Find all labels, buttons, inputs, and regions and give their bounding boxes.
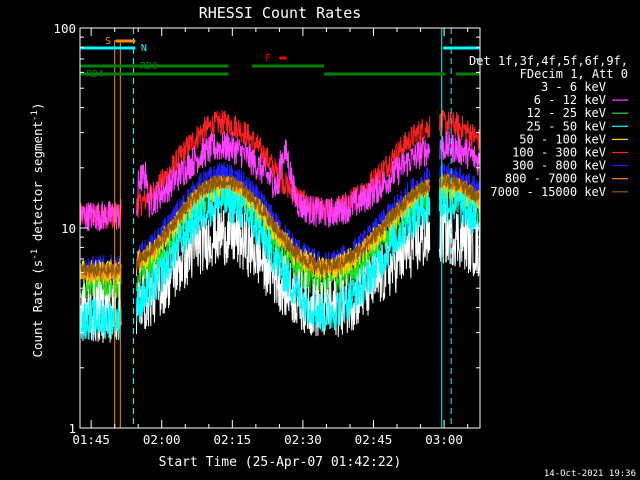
y-tick-label-1: 10 — [61, 221, 76, 236]
y-axis-label: Count Rate (s-1 detector segment-1) — [30, 103, 45, 358]
legend-header-line1: Det 1f,3f,4f,5f,6f,9f, — [469, 54, 628, 68]
flag-label-f: F — [265, 53, 271, 64]
legend-label-7: 800 - 7000 keV — [505, 172, 606, 186]
x-tick-label-0: 01:45 — [72, 432, 110, 447]
legend: Det 1f,3f,4f,5f,6f,9f, FDecim 1, Att 0 3… — [469, 54, 628, 199]
x-tick-label-4: 02:45 — [355, 432, 393, 447]
y-tick-label-2: 1 — [68, 421, 76, 436]
flags-layer: S N RD0 RD4 F — [80, 36, 480, 80]
legend-label-6: 300 - 800 keV — [512, 159, 606, 173]
x-tick-label-1: 02:00 — [143, 432, 181, 447]
legend-label-4: 50 - 100 keV — [519, 132, 606, 146]
x-tick-label-5: 03:00 — [425, 432, 463, 447]
flag-label-s: S — [105, 36, 111, 47]
event-lines-layer — [114, 28, 452, 428]
timestamp: 14-Oct-2021 19:36 — [544, 469, 636, 479]
x-tick-label-3: 02:30 — [284, 432, 322, 447]
legend-label-8: 7000 - 15000 keV — [490, 185, 606, 199]
series-layer — [79, 109, 481, 343]
legend-label-3: 25 - 50 keV — [527, 119, 606, 133]
legend-label-1: 6 - 12 keV — [534, 93, 606, 107]
flag-label-rd4: RD4 — [86, 69, 104, 80]
legend-label-5: 100 - 300 keV — [512, 146, 606, 160]
axes-layer: 01:45 02:00 02:15 02:30 02:45 03:00 100 10 1 — [53, 21, 481, 447]
flag-label-rd0: RD0 — [140, 61, 158, 72]
y-tick-label-0: 100 — [53, 21, 76, 36]
x-tick-label-2: 02:15 — [214, 432, 252, 447]
x-axis-label: Start Time (25-Apr-07 01:42:22) — [159, 455, 402, 470]
legend-header-line2: FDecim 1, Att 0 — [520, 67, 628, 81]
chart-title: RHESSI Count Rates — [199, 4, 362, 22]
legend-label-0: 3 - 6 keV — [541, 80, 606, 94]
legend-label-2: 12 - 25 keV — [527, 106, 606, 120]
flag-label-n: N — [141, 43, 147, 54]
